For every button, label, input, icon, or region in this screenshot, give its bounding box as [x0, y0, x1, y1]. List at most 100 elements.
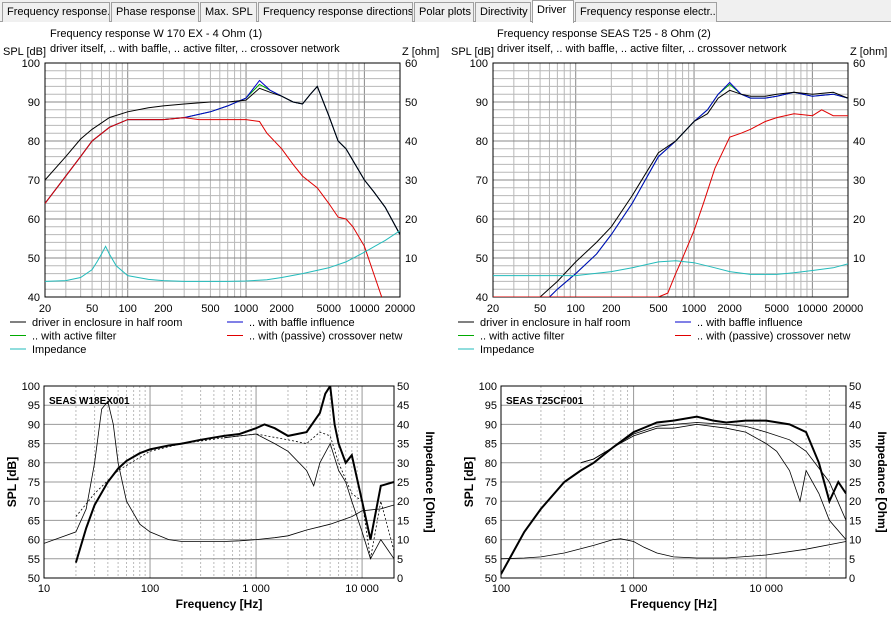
- y-tick-label: 80: [28, 458, 40, 470]
- y-tick-label: 75: [28, 477, 40, 489]
- legend-label: .. with active filter: [480, 331, 565, 343]
- y-tick-label: 55: [485, 554, 497, 566]
- y-tick-label-right: 35: [849, 439, 861, 451]
- x-tick-label: 500: [201, 303, 219, 315]
- x-tick-label: 10 000: [749, 583, 783, 595]
- y-tick-label-right: 10: [849, 535, 861, 547]
- y-tick-label-right: 45: [849, 400, 861, 412]
- series-line: [501, 538, 846, 560]
- x-axis-label: Frequency [Hz]: [630, 597, 717, 611]
- driver-model-label: SEAS T25CF001: [506, 396, 584, 407]
- x-tick-label: 100: [141, 583, 159, 595]
- y-tick-label: 60: [485, 535, 497, 547]
- tab-phase-response[interactable]: Phase response: [111, 2, 199, 22]
- chart-subtitle: driver itself, .. with baffle, .. active…: [497, 43, 787, 55]
- x-tick-label: 20000: [385, 303, 416, 315]
- y-tick-label-right: 60: [405, 58, 417, 70]
- y-tick-label: 65: [485, 515, 497, 527]
- legend-label: .. with baffle influence: [249, 317, 355, 329]
- x-tick-label: 2000: [269, 303, 293, 315]
- y-tick-label-right: 45: [397, 400, 409, 412]
- y-tick-label: 50: [28, 573, 40, 585]
- chart-title: Frequency response SEAS T25 - 8 Ohm (2): [497, 28, 711, 40]
- legend-label: driver in enclosure in half room: [32, 317, 182, 329]
- series-line: [75, 431, 394, 559]
- y-tick-label: 50: [485, 573, 497, 585]
- y-tick-label-right: 10: [853, 253, 865, 265]
- x-tick-label: 10 000: [345, 583, 379, 595]
- tab-frequency-response-directions[interactable]: Frequency response directions: [258, 2, 413, 22]
- legend-label: Impedance: [480, 344, 534, 356]
- y-tick-label-right: 20: [853, 214, 865, 226]
- y-axis-label-right: Impedance [Ohm]: [423, 431, 437, 532]
- sim-chart-1: Frequency response W 170 EX - 4 Ohm (1) d…: [3, 28, 439, 356]
- tab-polar-plots[interactable]: Polar plots: [414, 2, 474, 22]
- y-tick-label: 75: [485, 477, 497, 489]
- y-tick-label-right: 50: [405, 97, 417, 109]
- y-tick-label: 85: [485, 439, 497, 451]
- tab-max-spl[interactable]: Max. SPL: [200, 2, 257, 22]
- y-tick-label: 90: [28, 97, 40, 109]
- series-line: [224, 433, 394, 560]
- y-tick-label: 70: [485, 496, 497, 508]
- x-tick-label: 100: [119, 303, 137, 315]
- x-axis-label: Frequency [Hz]: [176, 597, 263, 611]
- y-axis-label-right: Z [ohm]: [850, 46, 887, 58]
- y-tick-label: 80: [476, 136, 488, 148]
- y-tick-label: 100: [479, 381, 497, 393]
- x-tick-label: 2000: [717, 303, 741, 315]
- y-tick-label: 60: [28, 535, 40, 547]
- x-tick-label: 200: [154, 303, 172, 315]
- y-tick-label: 40: [28, 292, 40, 304]
- y-tick-label-right: 0: [849, 573, 855, 585]
- x-tick-label: 10000: [349, 303, 380, 315]
- tab-driver[interactable]: Driver: [532, 0, 574, 23]
- x-tick-label: 1 000: [620, 583, 648, 595]
- x-tick-label: 5000: [765, 303, 789, 315]
- x-tick-label: 10000: [797, 303, 828, 315]
- y-tick-label-right: 25: [849, 477, 861, 489]
- plot-frame: [492, 62, 849, 298]
- series-line: [580, 423, 846, 540]
- y-tick-label: 85: [28, 439, 40, 451]
- x-tick-label: 20: [487, 303, 499, 315]
- y-tick-label: 100: [22, 381, 40, 393]
- y-tick-label: 95: [485, 400, 497, 412]
- sim-chart-2: Frequency response SEAS T25 - 8 Ohm (2) d…: [451, 28, 887, 356]
- tab-frequency-response[interactable]: Frequency response.: [2, 2, 110, 22]
- driver-model-label: SEAS W18EX001: [49, 396, 130, 407]
- x-tick-label: 1000: [682, 303, 706, 315]
- series-line: [44, 400, 394, 544]
- plot-frame: [500, 385, 847, 579]
- y-tick-label-right: 10: [405, 253, 417, 265]
- y-tick-label-right: 15: [849, 515, 861, 527]
- x-tick-label: 500: [649, 303, 667, 315]
- y-tick-label: 70: [28, 175, 40, 187]
- series-line: [45, 230, 400, 282]
- y-tick-label-right: 50: [853, 97, 865, 109]
- series-line: [501, 415, 846, 575]
- legend-label: .. with (passive) crossover netw: [249, 331, 402, 343]
- tab-frequency-response-electrical[interactable]: Frequency response electr..: [575, 2, 717, 22]
- x-tick-label: 1 000: [242, 583, 270, 595]
- x-tick-label: 100: [492, 583, 510, 595]
- y-tick-label-right: 20: [405, 214, 417, 226]
- y-tick-label: 70: [476, 175, 488, 187]
- y-tick-label-right: 25: [397, 477, 409, 489]
- y-tick-label-right: 10: [397, 535, 409, 547]
- series-line: [539, 89, 848, 297]
- series-line: [493, 260, 848, 277]
- x-tick-label: 10: [38, 583, 50, 595]
- y-tick-label-right: 30: [853, 175, 865, 187]
- tab-directivity[interactable]: Directivity: [475, 2, 531, 22]
- y-axis-label-right: Z [ohm]: [402, 46, 439, 58]
- y-tick-label: 80: [28, 136, 40, 148]
- y-axis-label-right: Impedance [Ohm]: [875, 431, 889, 532]
- legend: driver in enclosure in half room .. with …: [458, 317, 850, 356]
- y-tick-label: 40: [476, 292, 488, 304]
- y-tick-label: 90: [476, 97, 488, 109]
- y-tick-label-right: 30: [849, 458, 861, 470]
- x-tick-label: 100: [567, 303, 585, 315]
- y-tick-label-right: 0: [397, 573, 403, 585]
